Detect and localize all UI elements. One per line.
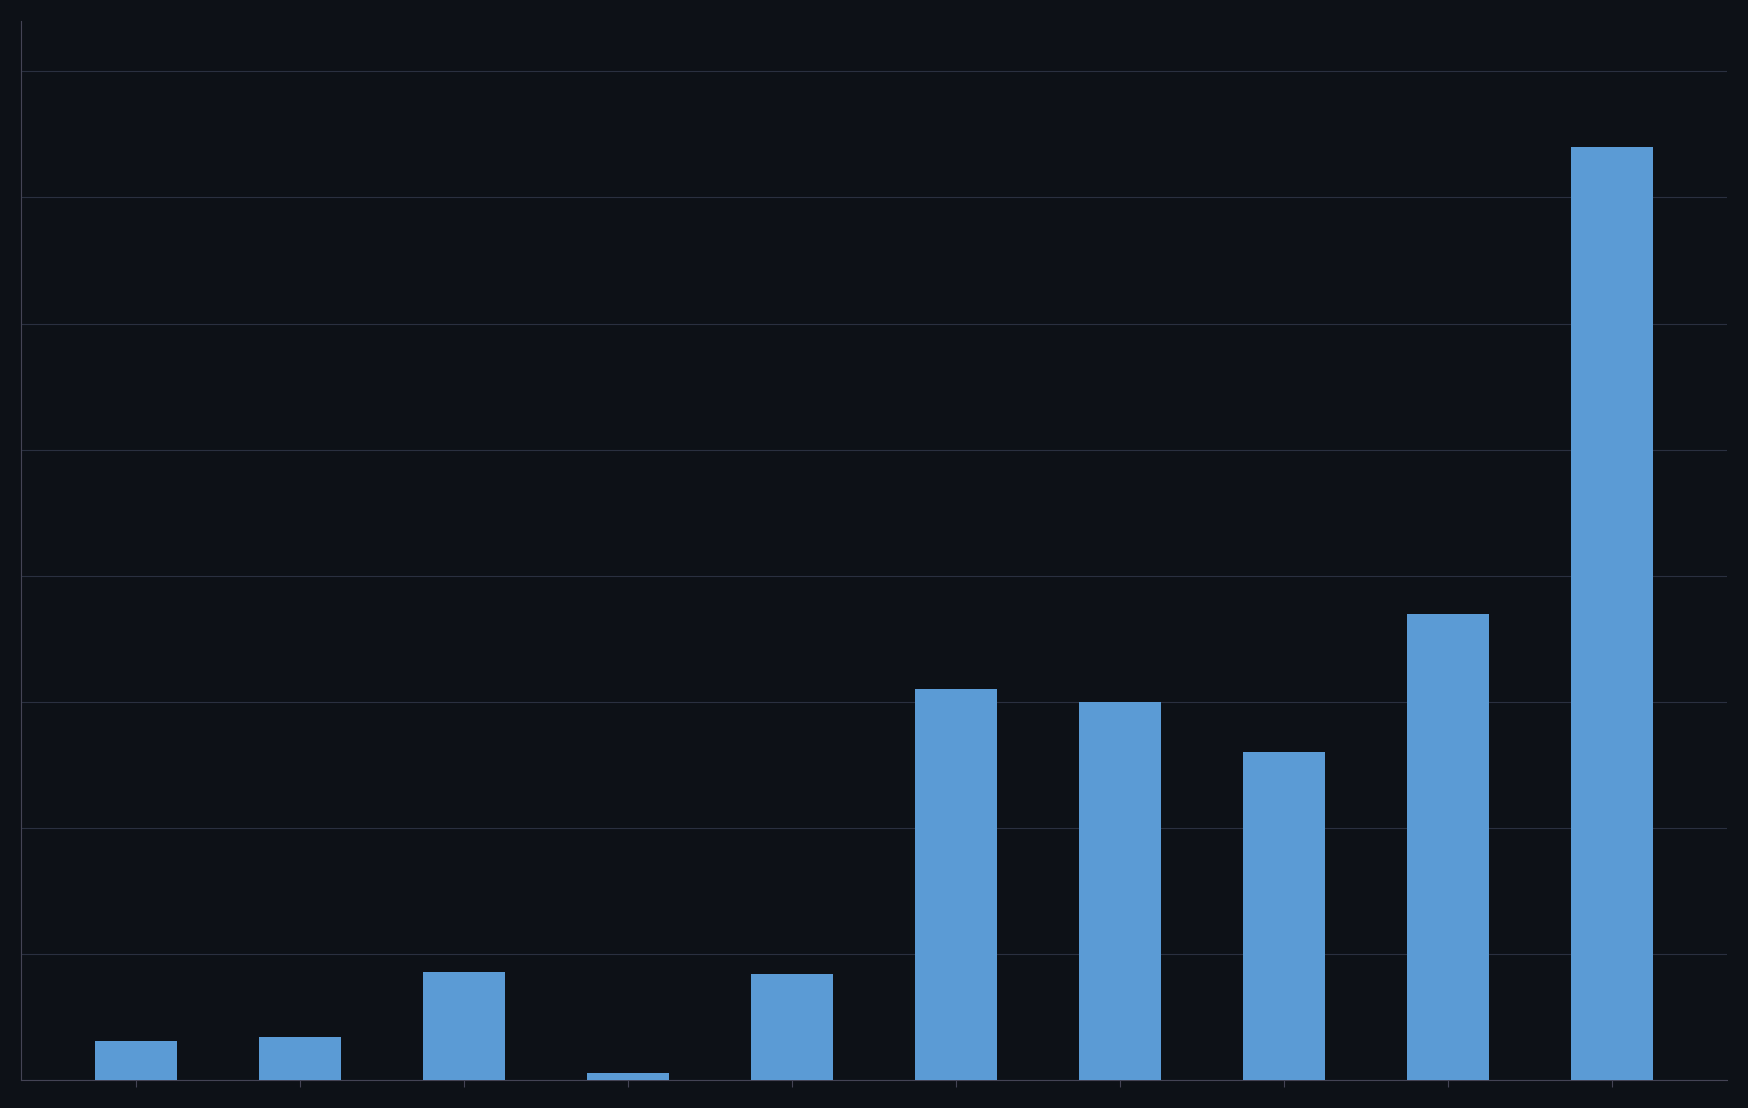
Bar (752, 974, 834, 1080)
Bar (914, 689, 996, 1080)
Bar (1079, 701, 1161, 1080)
Bar (1243, 752, 1325, 1080)
Bar (423, 973, 505, 1080)
Bar (1571, 147, 1654, 1080)
Bar (587, 1074, 669, 1080)
Bar (94, 1042, 177, 1080)
Bar (1407, 614, 1489, 1080)
Bar (259, 1037, 341, 1080)
